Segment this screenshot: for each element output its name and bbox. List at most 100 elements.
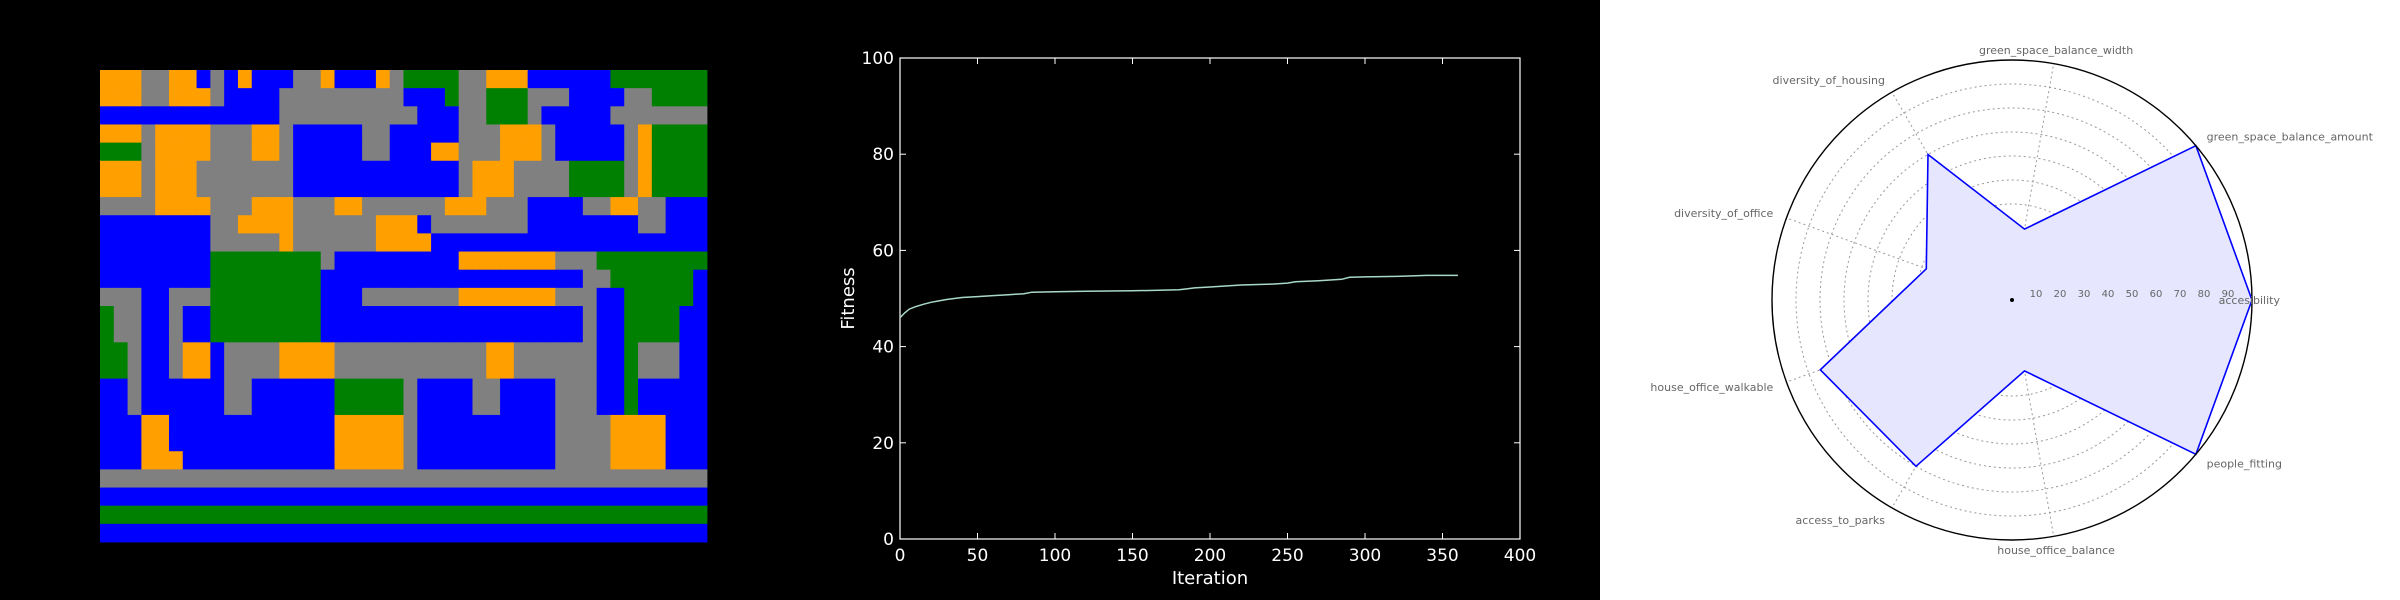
grid-cell (610, 88, 625, 107)
grid-cell (541, 469, 556, 488)
grid-cell (513, 433, 529, 452)
radar-axis-label: diversity_of_office (1674, 207, 1773, 220)
grid-cell (306, 215, 322, 234)
grid-cell (348, 414, 363, 434)
grid-cell (279, 523, 294, 543)
grid-cell (472, 70, 487, 89)
grid-cell (458, 124, 473, 144)
grid-cell (348, 287, 363, 307)
grid-cell (472, 451, 487, 470)
grid-cell (444, 197, 460, 216)
grid-cell (417, 178, 432, 198)
grid-cell (472, 251, 487, 271)
grid-cell (182, 342, 197, 361)
grid-cell (403, 251, 418, 271)
grid-cell (431, 178, 446, 198)
grid-cell (513, 160, 529, 180)
grid-cell (651, 124, 667, 144)
grid-cell (693, 124, 708, 144)
grid-cell (444, 523, 460, 543)
grid-cell (155, 396, 170, 416)
grid-cell (610, 433, 625, 452)
grid-cell (693, 233, 708, 252)
grid-cell (320, 124, 335, 144)
grid-cell (362, 505, 377, 525)
grid-cell (555, 360, 570, 380)
grid-cell (155, 251, 170, 271)
x-tick-label: 100 (1039, 546, 1071, 566)
grid-cell (403, 160, 418, 180)
grid-cell (168, 378, 184, 398)
grid-cell (500, 287, 515, 307)
grid-cell (320, 306, 335, 325)
grid-cell (279, 178, 294, 198)
grid-cell (555, 106, 570, 125)
grid-cell (306, 451, 322, 470)
grid-cell (569, 433, 584, 452)
grid-cell (320, 287, 335, 307)
grid-cell (141, 505, 156, 525)
grid-cell (651, 70, 667, 89)
grid-cell (417, 106, 432, 125)
grid-cell (168, 324, 184, 343)
grid-cell (403, 469, 418, 488)
grid-cell (265, 251, 280, 271)
grid-cell (693, 469, 708, 488)
grid-cell (569, 306, 584, 325)
grid-cell (624, 251, 639, 271)
grid-cell (237, 378, 253, 398)
radar-axis-label: house_office_walkable (1650, 381, 1773, 394)
grid-cell (569, 124, 584, 144)
grid-cell (403, 433, 418, 452)
grid-cell (127, 70, 142, 89)
grid-cell (100, 233, 115, 252)
grid-cell (555, 251, 570, 271)
grid-cell (403, 88, 418, 107)
grid-cell (513, 197, 529, 216)
grid-cell (555, 469, 570, 488)
grid-cell (679, 324, 694, 343)
grid-cell (513, 469, 529, 488)
grid-cell (306, 505, 322, 525)
grid-cell (665, 469, 680, 488)
grid-cell (486, 523, 501, 543)
grid-cell (265, 378, 280, 398)
grid-cell (610, 160, 625, 180)
grid-cell (210, 251, 225, 271)
grid-cell (113, 324, 128, 343)
grid-cell (127, 396, 142, 416)
grid-cell (320, 70, 335, 89)
grid-cell (113, 88, 128, 107)
grid-cell (265, 70, 280, 89)
grid-cell (251, 324, 266, 343)
grid-cell (472, 142, 487, 162)
grid-cell (375, 269, 391, 289)
grid-cell (293, 124, 308, 144)
grid-cell (693, 378, 708, 398)
grid-cell (472, 324, 487, 343)
grid-cell (582, 233, 598, 252)
grid-cell (306, 396, 322, 416)
grid-cell (500, 306, 515, 325)
grid-cell (472, 88, 487, 107)
grid-cell (555, 306, 570, 325)
grid-cell (375, 142, 391, 162)
grid-cell (127, 487, 142, 507)
grid-cell (638, 451, 653, 470)
grid-cell (265, 88, 280, 107)
grid-cell (141, 269, 156, 289)
grid-cell (279, 142, 294, 162)
grid-cell (651, 505, 667, 525)
grid-cell (541, 396, 556, 416)
grid-cell (279, 124, 294, 144)
grid-cell (320, 160, 335, 180)
grid-cell (472, 106, 487, 125)
grid-cell (610, 451, 625, 470)
grid-cell (182, 197, 197, 216)
grid-cell (665, 396, 680, 416)
grid-cell (431, 505, 446, 525)
grid-cell (224, 106, 239, 125)
grid-cell (417, 160, 432, 180)
grid-cell (624, 287, 639, 307)
